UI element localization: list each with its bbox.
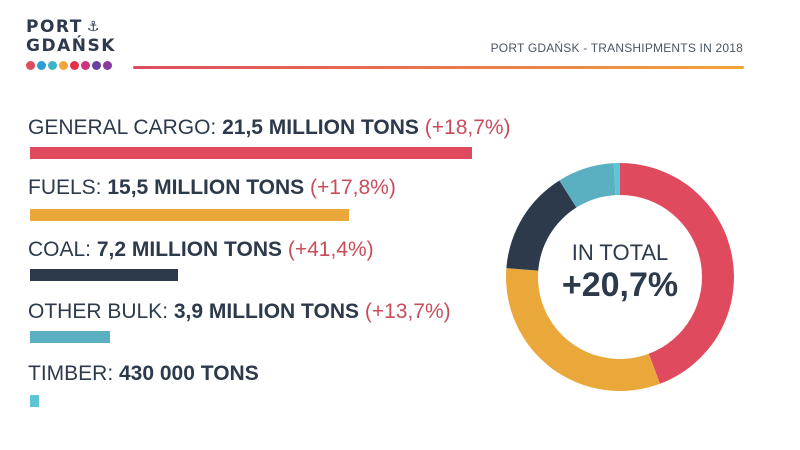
category-text: GENERAL CARGO: <box>28 116 217 139</box>
value-text: 15,5 MILLION TONS <box>101 176 305 199</box>
donut-center: IN TOTAL +20,7% <box>505 240 735 304</box>
bar-coal <box>30 269 179 281</box>
bar-fuels <box>30 209 349 221</box>
logo-dot <box>103 61 112 70</box>
category-text: OTHER BULK: <box>28 300 169 323</box>
bar-other-bulk <box>30 331 111 343</box>
change-text: (+41,4%) <box>282 238 374 261</box>
row-label-coal: COAL: 7,2 MILLION TONS (+41,4%) <box>28 238 374 262</box>
bar-general-cargo <box>30 147 472 159</box>
logo-dot <box>37 61 46 70</box>
logo-line-1: PORT ⚓ <box>26 18 126 37</box>
donut-slice-coal <box>506 180 577 271</box>
row-label-other-bulk: OTHER BULK: 3,9 MILLION TONS (+13,7%) <box>28 300 451 324</box>
value-text: 3,9 MILLION TONS <box>168 300 359 323</box>
logo-word-port: PORT <box>26 17 83 37</box>
row-label-timber: TIMBER: 430 000 TONS <box>28 362 259 386</box>
page-title: PORT GDAŃSK - TRANSHIPMENTS IN 2018 <box>490 41 743 55</box>
header-divider <box>133 66 744 69</box>
donut-slice-general-cargo <box>620 163 734 384</box>
logo-dot <box>92 61 101 70</box>
donut-center-label: IN TOTAL <box>571 240 669 265</box>
logo-dot <box>48 61 57 70</box>
logo-color-dots <box>26 61 126 70</box>
donut-slice-other-bulk <box>559 163 616 208</box>
value-text: 7,2 MILLION TONS <box>91 238 282 261</box>
value-text: 21,5 MILLION TONS <box>216 116 419 139</box>
donut-slice-fuels <box>506 268 660 391</box>
change-text: (+18,7%) <box>418 116 511 139</box>
anchor-icon: ⚓ <box>86 19 101 35</box>
logo-line-2: GDAŃSK <box>26 36 116 56</box>
logo-dot <box>59 61 68 70</box>
change-text: (+13,7%) <box>359 300 451 323</box>
row-label-fuels: FUELS: 15,5 MILLION TONS (+17,8%) <box>28 176 396 200</box>
change-text: (+17,8%) <box>304 176 396 199</box>
donut-slice-timber <box>613 163 620 196</box>
logo-dot <box>81 61 90 70</box>
donut-center-value: +20,7% <box>561 266 679 304</box>
port-gdansk-logo: PORT ⚓ GDAŃSK <box>26 18 126 70</box>
value-text: 430 000 TONS <box>113 362 259 385</box>
total-donut-chart <box>506 163 734 391</box>
category-text: COAL: <box>28 238 92 261</box>
bar-timber <box>30 395 39 407</box>
row-label-general-cargo: GENERAL CARGO: 21,5 MILLION TONS (+18,7%… <box>28 116 511 140</box>
category-text: TIMBER: <box>28 362 114 385</box>
category-text: FUELS: <box>28 176 102 199</box>
logo-dot <box>26 61 35 70</box>
logo-dot <box>70 61 79 70</box>
